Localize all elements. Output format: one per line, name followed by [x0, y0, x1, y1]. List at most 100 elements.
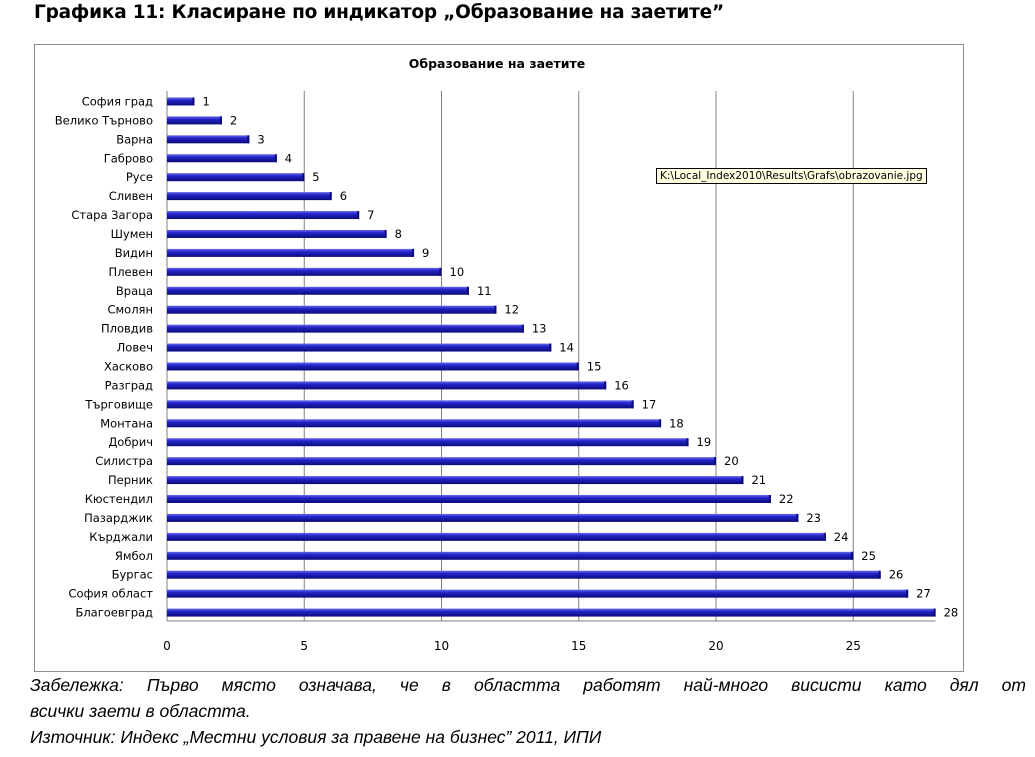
category-label: Търговище [84, 397, 153, 411]
data-label: 21 [751, 473, 766, 487]
category-label: Видин [115, 246, 153, 260]
bar [167, 457, 716, 466]
bar-cap [714, 457, 716, 466]
bar-cap [796, 513, 799, 522]
data-label: 18 [669, 416, 684, 430]
bar [167, 438, 689, 447]
data-label: 8 [395, 227, 402, 241]
bar [167, 494, 771, 503]
bar-cap [906, 589, 909, 598]
bar [167, 608, 936, 617]
x-tick-label: 0 [163, 639, 171, 653]
bar-cap [659, 419, 662, 428]
category-label: Кърджали [89, 530, 153, 544]
bar-cap [412, 248, 415, 257]
bar [167, 400, 634, 409]
bar-cap [219, 116, 222, 125]
bar-cap [439, 267, 442, 276]
bar [167, 343, 552, 352]
data-label: 6 [340, 189, 347, 203]
note-text-line1: Забележка: Първо място означава, че в об… [30, 675, 1026, 695]
bar [167, 362, 579, 371]
bar-cap [357, 211, 360, 220]
data-label: 26 [889, 568, 904, 582]
category-label: Русе [126, 170, 153, 184]
bar [167, 211, 360, 220]
bar [167, 135, 250, 144]
bar [167, 116, 222, 125]
bar [167, 551, 854, 560]
category-label: Монтана [100, 416, 153, 430]
data-label: 13 [532, 322, 547, 336]
category-label: София област [69, 587, 154, 601]
bar [167, 589, 909, 598]
bar [167, 154, 277, 163]
x-tick-label: 25 [846, 639, 861, 653]
page-heading: Графика 11: Класиране по индикатор „Обра… [34, 2, 724, 23]
x-tick-label: 10 [434, 639, 449, 653]
chart-frame: Образование на заетите 0 5 10 15 20 25 София г… [34, 44, 964, 672]
bar [167, 173, 305, 182]
category-label: Хасково [104, 359, 153, 373]
category-label: Перник [108, 473, 153, 487]
bar [167, 532, 826, 541]
data-label: 5 [312, 170, 319, 184]
category-label: Враца [116, 284, 153, 298]
bar [167, 419, 662, 428]
bar-chart: Образование на заетите 0 5 10 15 20 25 София г… [55, 56, 958, 653]
bar-cap [384, 229, 387, 238]
category-label: Шумен [111, 227, 153, 241]
data-label: 15 [587, 359, 602, 373]
bar-cap [549, 343, 552, 352]
bar-cap [823, 532, 826, 541]
category-label: Бургас [112, 568, 153, 582]
data-label: 7 [367, 208, 374, 222]
data-label: 1 [202, 94, 209, 108]
data-label: 14 [559, 341, 574, 355]
bar-cap [686, 438, 689, 447]
chart-title: Образование на заетите [409, 56, 585, 71]
category-label: Плевен [109, 265, 153, 279]
bar-cap [192, 97, 195, 106]
bar-cap [631, 400, 634, 409]
category-label: Ямбол [115, 549, 153, 563]
bar-cap [933, 608, 936, 617]
category-label: Добрич [108, 435, 153, 449]
data-label: 2 [230, 113, 237, 127]
category-label: София град [82, 94, 153, 108]
category-label: Силистра [95, 454, 153, 468]
bar [167, 97, 195, 106]
bar [167, 286, 469, 295]
category-label: Пловдив [101, 322, 153, 336]
x-tick-label: 20 [708, 639, 723, 653]
data-label: 17 [642, 397, 657, 411]
data-label: 16 [614, 378, 629, 392]
bar [167, 248, 415, 257]
bar [167, 381, 607, 390]
category-label: Варна [116, 132, 153, 146]
bar-cap [604, 381, 607, 390]
bar [167, 229, 387, 238]
bar-cap [466, 286, 469, 295]
data-label: 11 [477, 284, 492, 298]
bar-cap [851, 551, 854, 560]
source-text: Източник: Индекс „Местни условия за прав… [30, 727, 602, 747]
category-label: Велико Търново [55, 113, 153, 127]
bar [167, 570, 881, 579]
data-label: 12 [504, 303, 519, 317]
bar-cap [274, 154, 277, 163]
category-label: Разград [105, 378, 153, 392]
bar [167, 513, 799, 522]
notes-block: Забележка: Първо място означава, че в об… [30, 672, 1026, 750]
category-label: Габрово [104, 151, 153, 165]
bar [167, 192, 332, 201]
data-label: 24 [834, 530, 849, 544]
data-label: 9 [422, 246, 429, 260]
data-label: 3 [257, 132, 264, 146]
bar-cap [329, 192, 332, 201]
note-text-line2: всички заети в областта. [30, 701, 251, 721]
data-label: 22 [779, 492, 794, 506]
bar [167, 476, 744, 485]
bar-cap [878, 570, 881, 579]
data-label: 4 [285, 151, 292, 165]
